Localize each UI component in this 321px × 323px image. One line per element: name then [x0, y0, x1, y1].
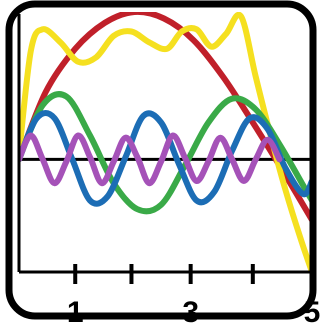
series-green-line [19, 91, 313, 215]
axes [17, 14, 312, 274]
series-red-line [19, 12, 313, 223]
card-border [5, 0, 317, 320]
series-purple-line [19, 132, 283, 187]
plot-area [19, 12, 313, 275]
